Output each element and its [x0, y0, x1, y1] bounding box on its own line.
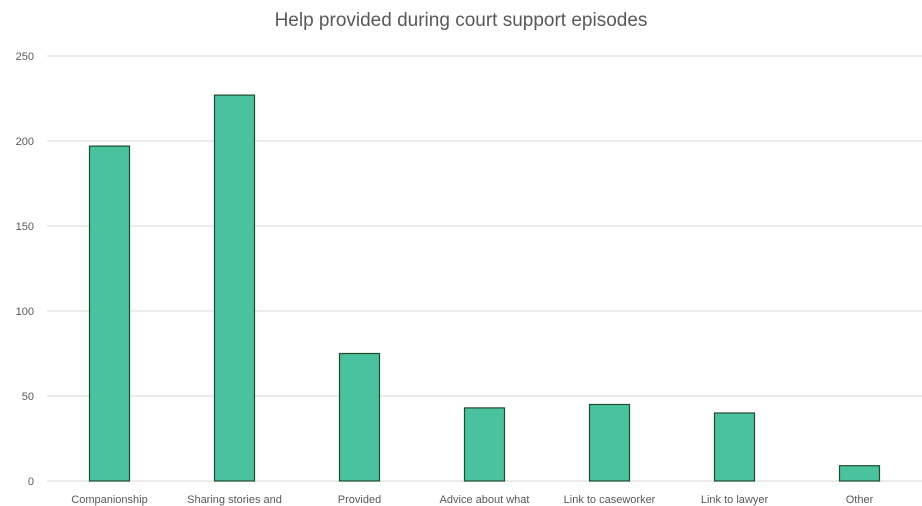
bar	[713, 412, 756, 482]
x-tick-label: Link to caseworker	[564, 494, 656, 506]
bar	[338, 352, 381, 482]
bar	[838, 465, 881, 482]
y-tick-label: 250	[16, 51, 34, 63]
bar	[588, 403, 631, 482]
bar	[88, 145, 131, 482]
x-tick-label: Provided	[338, 494, 381, 506]
y-tick-label: 100	[16, 306, 34, 318]
bar	[213, 94, 256, 482]
chart-title: Help provided during court support episo…	[274, 10, 648, 31]
y-tick-label: 200	[16, 136, 34, 148]
x-tick-label: Companionship	[71, 494, 147, 506]
y-tick-label: 150	[16, 221, 34, 233]
y-tick-label: 50	[22, 391, 34, 403]
x-tick-label: Link to lawyer	[701, 494, 769, 506]
y-tick-label: 0	[28, 476, 34, 488]
x-tick-label: Advice about what	[440, 494, 530, 506]
x-tick-label: Sharing stories and	[187, 494, 282, 506]
x-tick-label: Other	[846, 494, 874, 506]
bar	[463, 407, 506, 482]
